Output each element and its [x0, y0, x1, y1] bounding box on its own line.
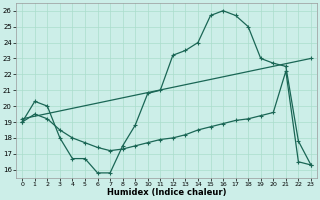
X-axis label: Humidex (Indice chaleur): Humidex (Indice chaleur)	[107, 188, 226, 197]
